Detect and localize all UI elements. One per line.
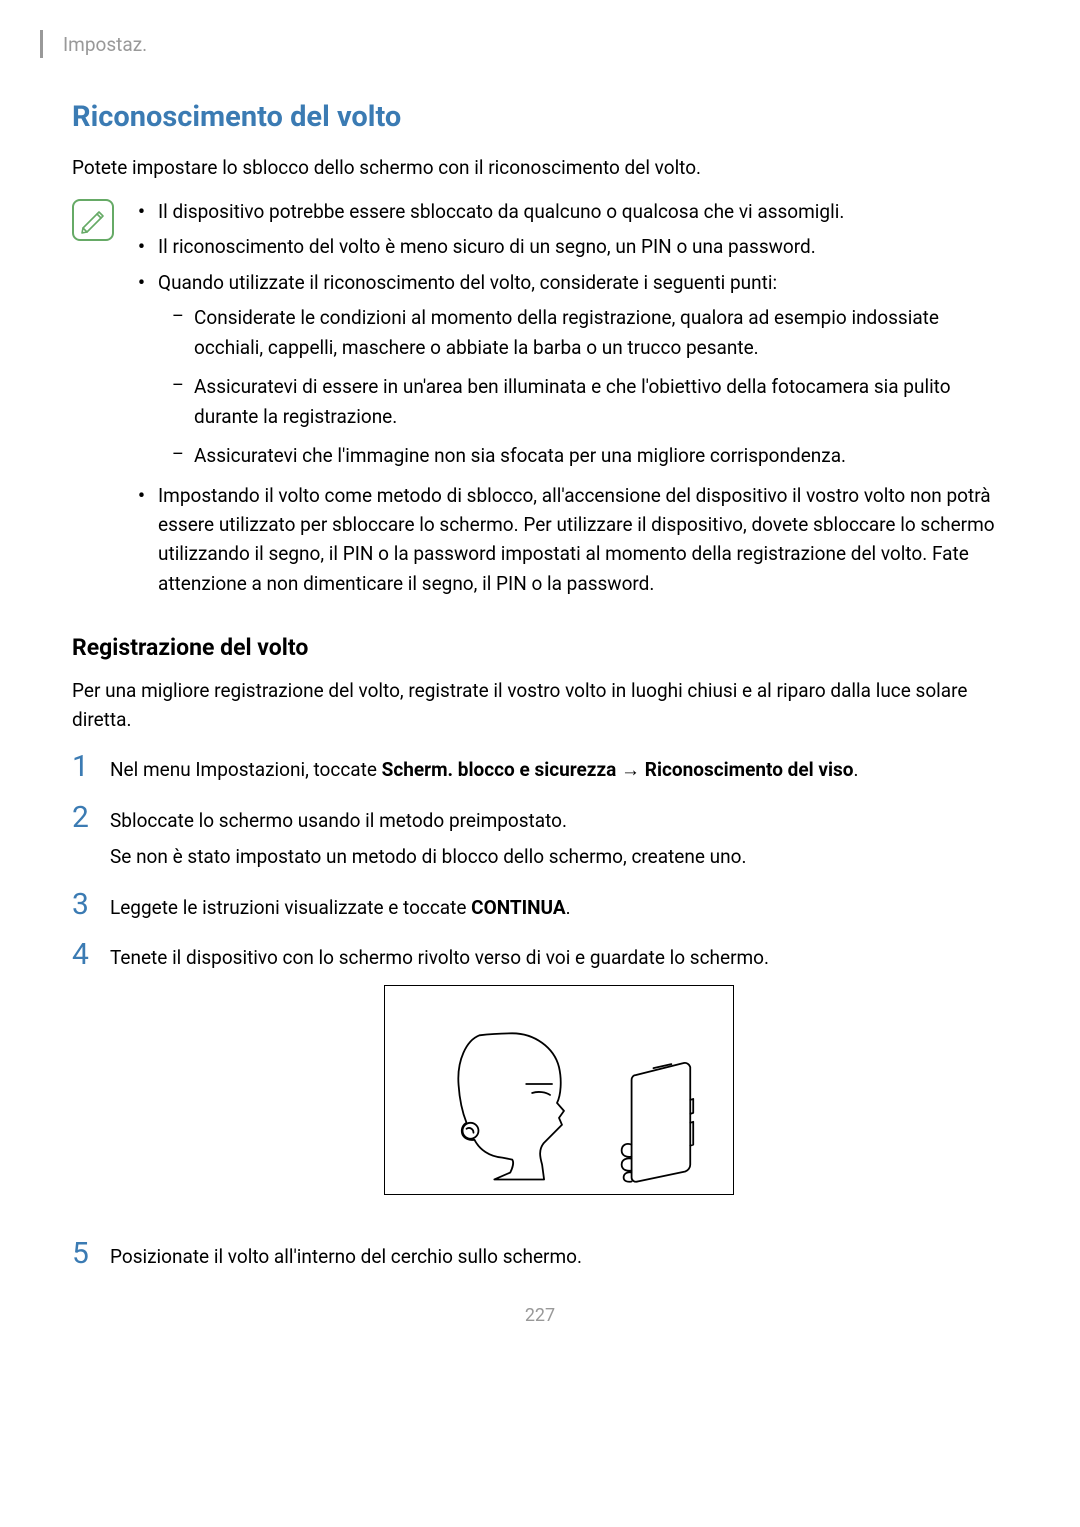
step-number: 5: [72, 1239, 94, 1269]
step-text: .: [854, 758, 859, 781]
step-body: Leggete le istruzioni visualizzate e toc…: [110, 894, 1008, 923]
step-text: Se non è stato impostato un metodo di bl…: [110, 843, 1008, 872]
step-number: 2: [72, 803, 94, 833]
step-text: .: [566, 896, 571, 919]
subsection-title: Registrazione del volto: [72, 634, 1008, 661]
note-item: Quando utilizzate il riconoscimento del …: [132, 268, 1008, 471]
step-item: 3 Leggete le istruzioni visualizzate e t…: [72, 894, 1008, 923]
step-body: Nel menu Impostazioni, toccate Scherm. b…: [110, 756, 1008, 785]
step-number: 3: [72, 890, 94, 920]
step-item: 4 Tenete il dispositivo con lo schermo r…: [72, 944, 1008, 1221]
step-bold-text: Riconoscimento del viso: [645, 758, 854, 781]
step-text: Sbloccate lo schermo usando il metodo pr…: [110, 807, 1008, 836]
section-title: Riconoscimento del volto: [72, 100, 1008, 134]
step-item: 2 Sbloccate lo schermo usando il metodo …: [72, 807, 1008, 872]
note-content: Il dispositivo potrebbe essere sbloccato…: [132, 197, 1008, 604]
breadcrumb-text: Impostaz.: [63, 33, 147, 56]
step-body: Posizionate il volto all'interno del cer…: [110, 1243, 1008, 1272]
step-text: Tenete il dispositivo con lo schermo riv…: [110, 944, 1008, 973]
step-body: Sbloccate lo schermo usando il metodo pr…: [110, 807, 1008, 872]
header-breadcrumb: Impostaz.: [72, 30, 1008, 58]
note-sub-item: Assicuratevi che l'immagine non sia sfoc…: [158, 441, 1008, 470]
header-tick-mark: [40, 30, 43, 58]
arrow-text: →: [616, 758, 644, 781]
step-text: Nel menu Impostazioni, toccate: [110, 758, 382, 781]
note-item: Il riconoscimento del volto è meno sicur…: [132, 232, 1008, 261]
note-item: Il dispositivo potrebbe essere sbloccato…: [132, 197, 1008, 226]
subsection-intro: Per una migliore registrazione del volto…: [72, 677, 1008, 734]
note-sub-item: Considerate le condizioni al momento del…: [158, 303, 1008, 362]
note-item: Impostando il volto come metodo di sbloc…: [132, 481, 1008, 599]
step-body: Tenete il dispositivo con lo schermo riv…: [110, 944, 1008, 1221]
page-number: 227: [72, 1305, 1008, 1326]
step-bold-text: Scherm. blocco e sicurezza: [382, 758, 617, 781]
step-bold-text: CONTINUA: [471, 896, 566, 919]
step-text: Leggete le istruzioni visualizzate e toc…: [110, 896, 471, 919]
numbered-steps: 1 Nel menu Impostazioni, toccate Scherm.…: [72, 756, 1008, 1271]
note-icon: [72, 199, 114, 241]
step-text: Posizionate il volto all'interno del cer…: [110, 1243, 1008, 1272]
step-number: 1: [72, 752, 94, 782]
face-phone-illustration: [385, 985, 733, 1195]
note-item-text: Quando utilizzate il riconoscimento del …: [158, 271, 777, 294]
intro-text: Potete impostare lo sblocco dello scherm…: [72, 156, 1008, 179]
note-block: Il dispositivo potrebbe essere sbloccato…: [72, 197, 1008, 604]
face-registration-illustration: [384, 985, 734, 1195]
step-number: 4: [72, 940, 94, 970]
step-item: 5 Posizionate il volto all'interno del c…: [72, 1243, 1008, 1272]
note-sub-item: Assicuratevi di essere in un'area ben il…: [158, 372, 1008, 431]
step-item: 1 Nel menu Impostazioni, toccate Scherm.…: [72, 756, 1008, 785]
pencil-note-icon: [78, 205, 108, 235]
